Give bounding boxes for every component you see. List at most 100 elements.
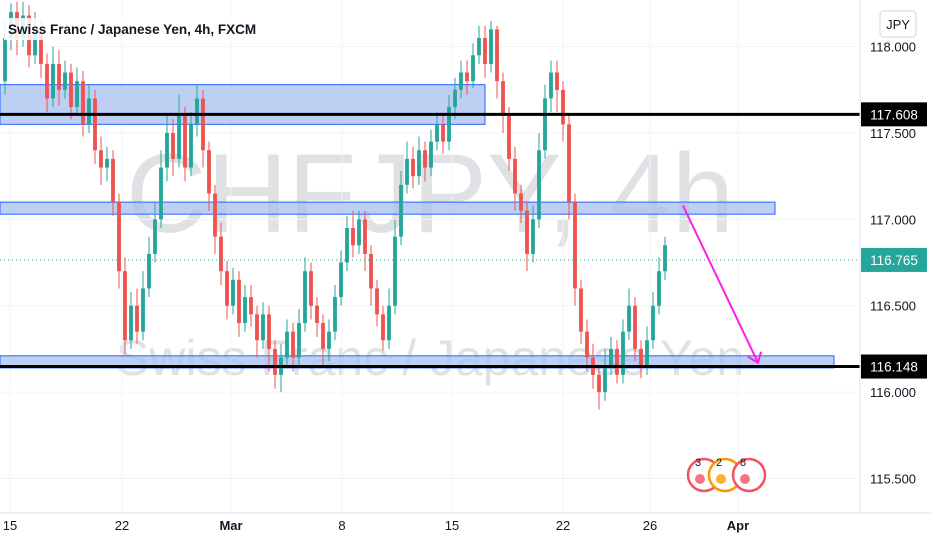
candle-body [387, 305, 391, 341]
x-tick-label: 22 [556, 518, 570, 533]
candle-body [273, 348, 277, 375]
candle-body [129, 305, 133, 341]
candle-body [543, 98, 547, 151]
events-badges[interactable]: 3 2 8 [686, 457, 767, 493]
grid [0, 0, 860, 513]
candle-body [501, 81, 505, 116]
candle-body [261, 314, 265, 341]
event-badge-dot [695, 474, 705, 484]
candle-body [315, 305, 319, 323]
candle-body [51, 63, 55, 99]
candle-body [321, 323, 325, 349]
title-backdrop [4, 18, 248, 40]
candle-body [291, 331, 295, 358]
candle-body [249, 297, 253, 315]
candle-body [189, 124, 193, 168]
candle-body [201, 98, 205, 151]
candle-body [333, 297, 337, 332]
price-label-bg [861, 102, 927, 127]
y-tick-label: 118.000 [870, 40, 916, 55]
candle-body [219, 236, 223, 272]
arrow-head [747, 351, 762, 365]
candle-body [573, 202, 577, 289]
candle-body [165, 133, 169, 168]
candle-body [549, 72, 553, 99]
price-label: 116.765 [870, 253, 918, 268]
event-badge-number: 8 [740, 457, 746, 469]
candle-body [207, 150, 211, 194]
x-tick-label: Apr [727, 518, 749, 533]
candle-body [627, 305, 631, 332]
arrow-drawing[interactable] [682, 205, 762, 365]
currency-label: JPY [886, 17, 910, 32]
candle-body [477, 38, 481, 56]
candle-body [267, 314, 271, 349]
candle-body [303, 271, 307, 323]
y-tick-labels: 118.000 117.500 117.000 116.500 116.000 115.5… [870, 40, 916, 487]
candle-body [537, 150, 541, 220]
y-tick-label: 117.500 [870, 126, 916, 141]
candle-body [183, 115, 187, 168]
candle-body [135, 305, 139, 332]
y-tick-label: 115.500 [870, 471, 916, 486]
y-tick-label: 116.500 [870, 299, 916, 314]
candle-body [171, 133, 175, 159]
candle-body [615, 348, 619, 375]
candle-body [39, 29, 43, 64]
candle-body [81, 81, 85, 125]
candle-body [75, 81, 79, 108]
candle-body [3, 38, 7, 82]
candle-body [555, 72, 559, 90]
candle-body [453, 89, 457, 108]
y-tick-label: 117.000 [870, 212, 916, 227]
candle-body [417, 150, 421, 177]
price-labels: 117.608 116.765 116.148 [861, 102, 927, 379]
support-resistance-zone [0, 201, 776, 215]
candle-body [603, 366, 607, 393]
horizontal-lines[interactable] [0, 112, 860, 369]
candle-body [597, 374, 601, 393]
candle-body [105, 158, 109, 168]
x-tick-label: 22 [115, 518, 129, 533]
candle-body [93, 98, 97, 151]
x-tick-label: 26 [643, 518, 657, 533]
candle-body [435, 124, 439, 142]
candle-body [561, 89, 565, 125]
currency-button[interactable]: JPY [879, 10, 917, 38]
price-axis[interactable] [860, 0, 932, 550]
x-tick-label: Mar [219, 518, 242, 533]
candle-body [117, 202, 121, 272]
candle-body [639, 348, 643, 367]
event-badge-ring [731, 457, 767, 493]
candle-body [405, 158, 409, 185]
price-label-bg [861, 247, 927, 272]
y-tick-label: 116.000 [870, 385, 916, 400]
candle-body [345, 228, 349, 263]
drawing-zones[interactable] [0, 84, 835, 369]
candle-body [465, 72, 469, 82]
candle-body [429, 141, 433, 168]
candle-body [255, 314, 259, 341]
candle-body [213, 193, 217, 237]
candle-body [159, 167, 163, 220]
candle-body [357, 219, 361, 246]
candle-body [633, 305, 637, 349]
candle-body [327, 331, 331, 349]
candle-body [663, 245, 667, 272]
event-badge-number: 2 [716, 457, 722, 469]
candle-body [441, 124, 445, 142]
candle-body [225, 271, 229, 306]
candle-body [513, 158, 517, 194]
candle-body [447, 107, 451, 142]
candles [3, 1, 667, 410]
candle-body [147, 253, 151, 289]
candle-body [285, 331, 289, 358]
event-badge-dot [716, 474, 726, 484]
x-tick-labels: 15 22 Mar 8 15 22 26 Apr [3, 518, 749, 533]
candle-body [495, 29, 499, 82]
candle-body [63, 72, 67, 90]
candle-body [339, 262, 343, 298]
candle-body [657, 271, 661, 306]
candle-body [585, 331, 589, 358]
